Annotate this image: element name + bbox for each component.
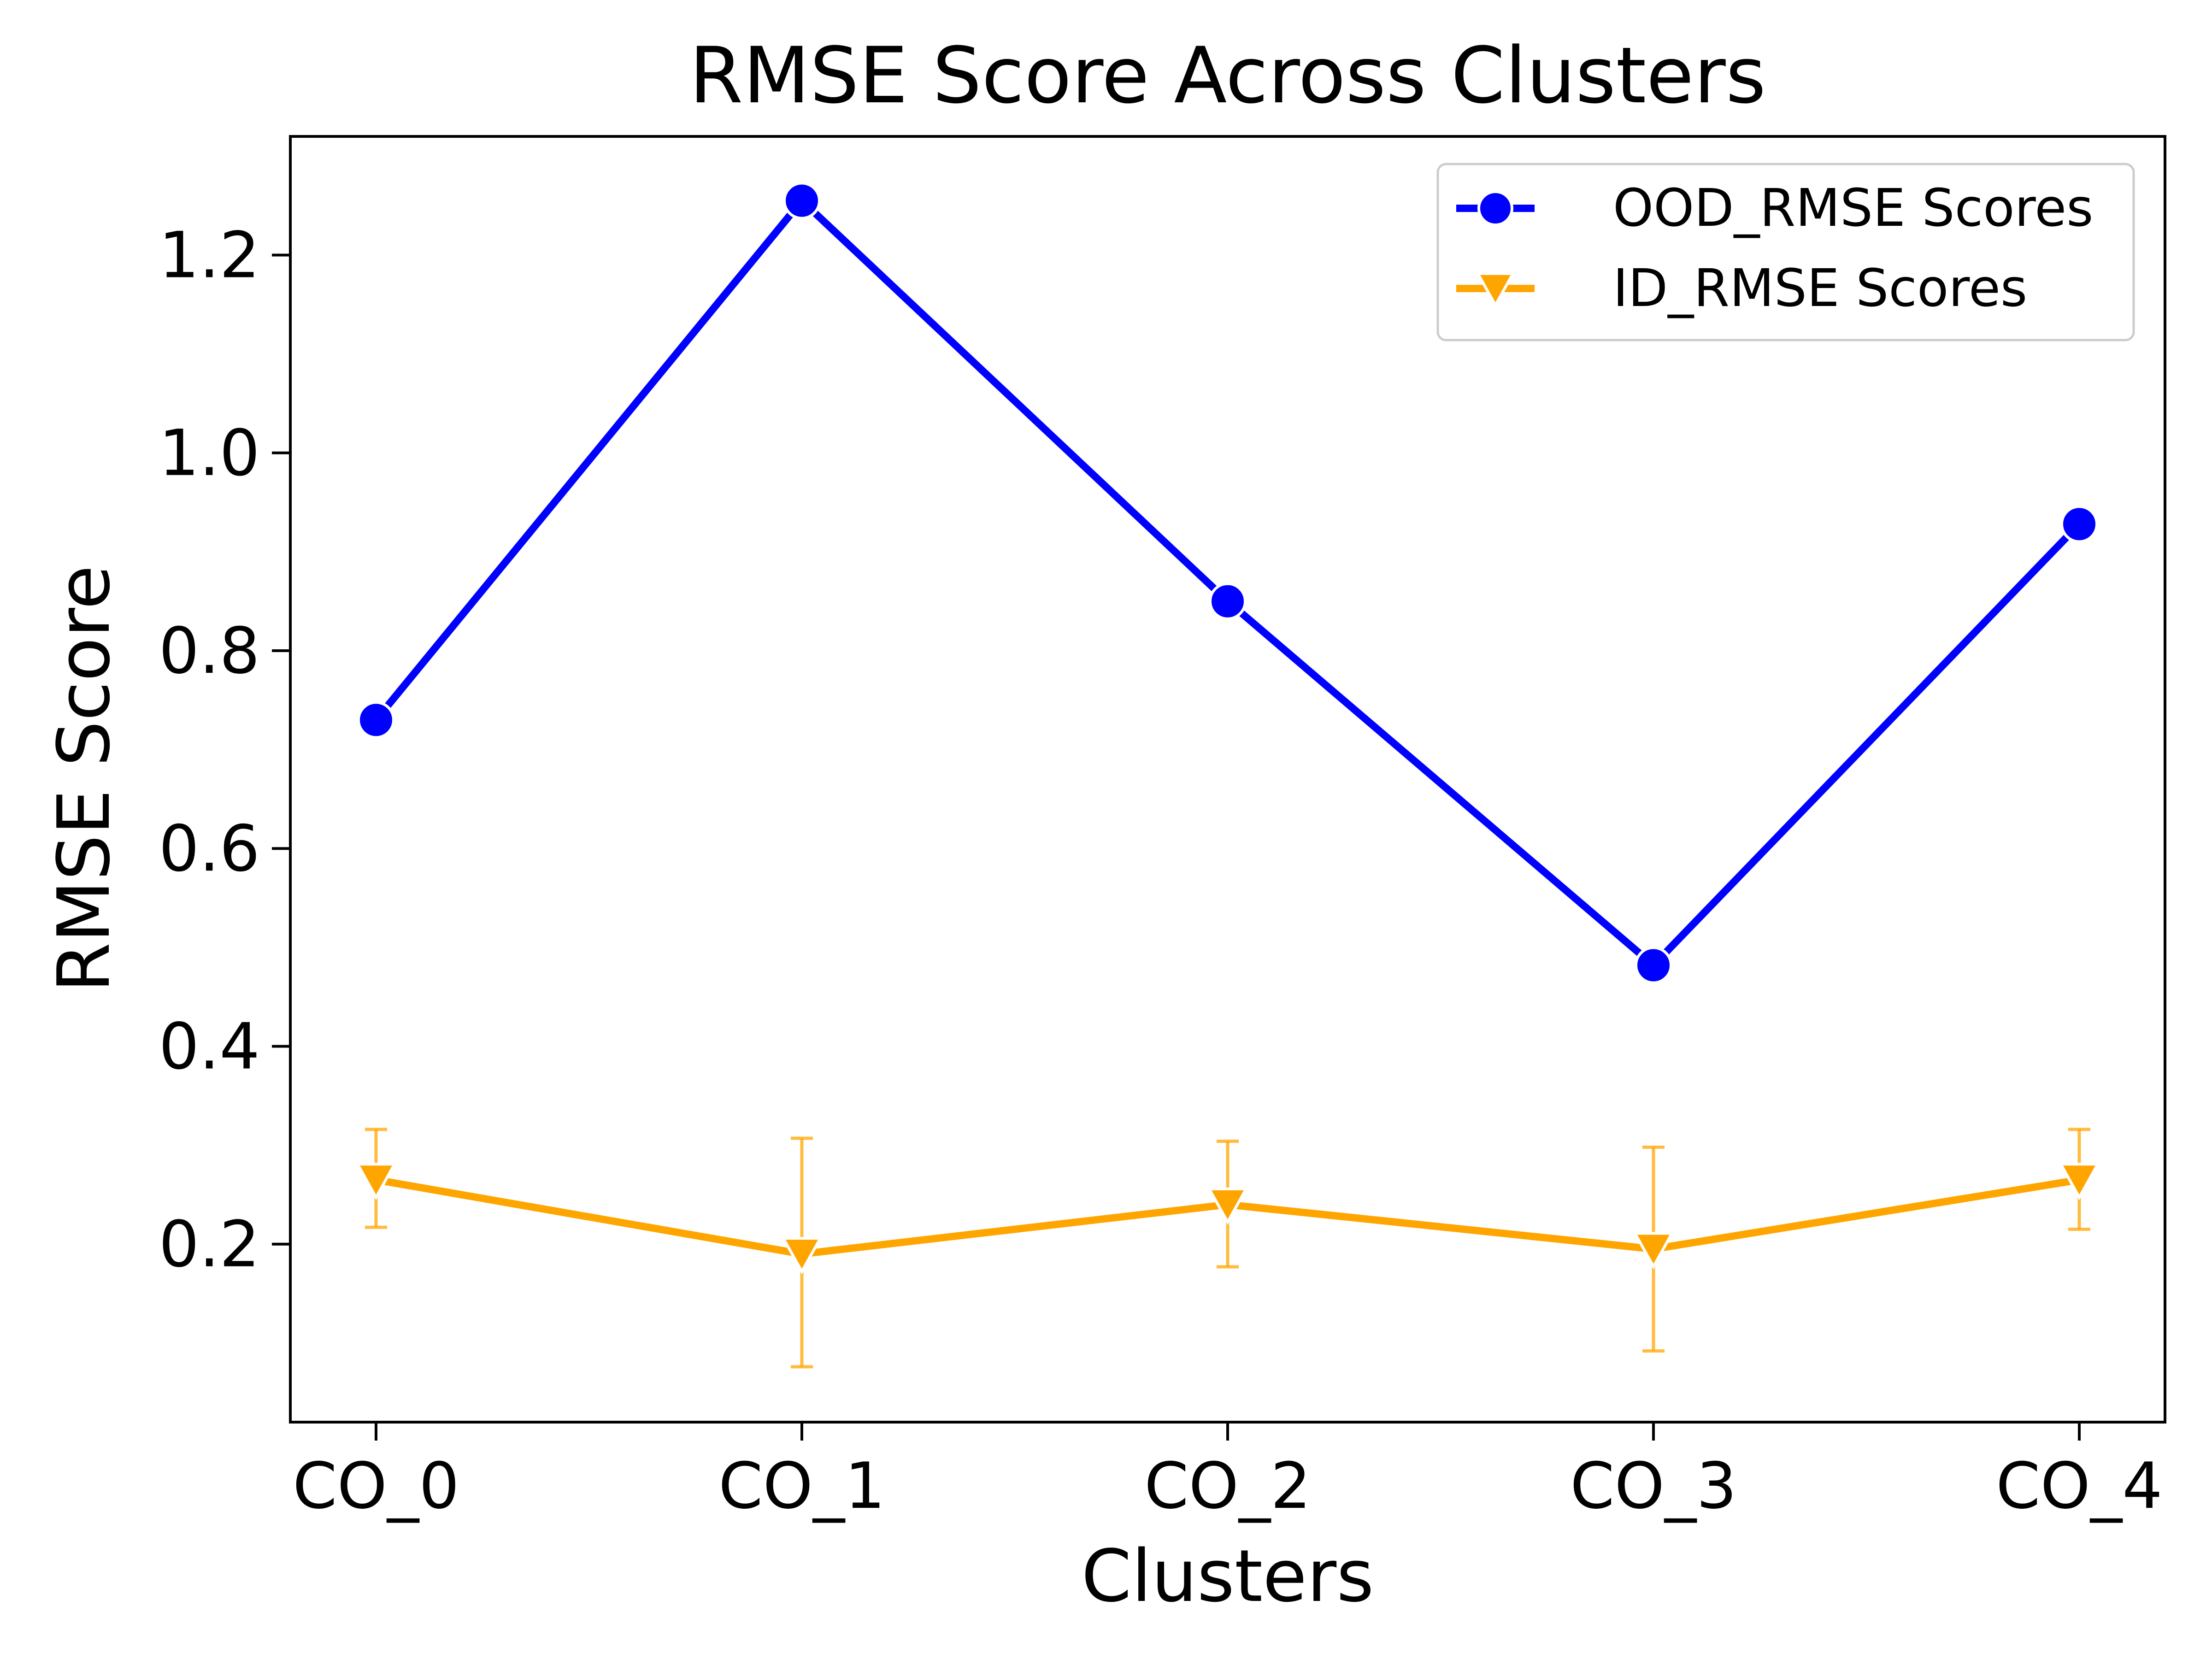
legend: OOD_RMSE Scores ID_RMSE Scores <box>1436 163 2135 341</box>
x-tick-label: CO_1 <box>718 1449 885 1523</box>
x-tick-label: CO_0 <box>293 1449 459 1523</box>
legend-label: ID_RMSE Scores <box>1613 259 2027 318</box>
series-id <box>355 1128 2100 1369</box>
data-point <box>783 182 821 220</box>
chart-title: RMSE Score Across Clusters <box>689 30 1766 121</box>
data-point <box>781 1237 823 1275</box>
y-tick-label: 1.2 <box>159 218 260 293</box>
legend-entry: ID_RMSE Scores <box>1456 259 2027 318</box>
y-tick-label: 0.4 <box>159 1009 260 1083</box>
legend-label: OOD_RMSE Scores <box>1613 178 2094 238</box>
y-axis: 0.2 0.4 0.6 0.8 1.0 1.2 <box>159 218 290 1282</box>
y-tick-label: 1.0 <box>159 416 260 490</box>
x-tick-label: CO_4 <box>1996 1449 2163 1523</box>
data-point <box>1635 946 1672 984</box>
y-tick-label: 0.8 <box>159 614 260 688</box>
legend-marker <box>1475 272 1516 308</box>
x-axis: CO_0 CO_1 CO_2 CO_3 CO_4 <box>293 1422 2163 1523</box>
plot-area <box>355 182 2100 1369</box>
data-point <box>1209 582 1247 620</box>
legend-entry: OOD_RMSE Scores <box>1456 178 2094 238</box>
y-tick-label: 0.6 <box>159 812 260 886</box>
data-point <box>355 1163 397 1200</box>
x-tick-label: CO_2 <box>1144 1449 1311 1523</box>
x-axis-label: Clusters <box>1082 1534 1374 1618</box>
data-point <box>2058 1163 2100 1200</box>
data-point <box>357 701 395 739</box>
series-ood <box>357 182 2098 984</box>
y-tick-label: 0.2 <box>159 1207 260 1282</box>
legend-box <box>1436 163 2135 341</box>
x-tick-label: CO_3 <box>1570 1449 1737 1523</box>
data-point <box>1632 1232 1675 1270</box>
legend-marker <box>1477 190 1513 226</box>
data-point <box>1206 1187 1249 1225</box>
data-point <box>2060 505 2098 543</box>
y-axis-label: RMSE Score <box>42 565 126 992</box>
